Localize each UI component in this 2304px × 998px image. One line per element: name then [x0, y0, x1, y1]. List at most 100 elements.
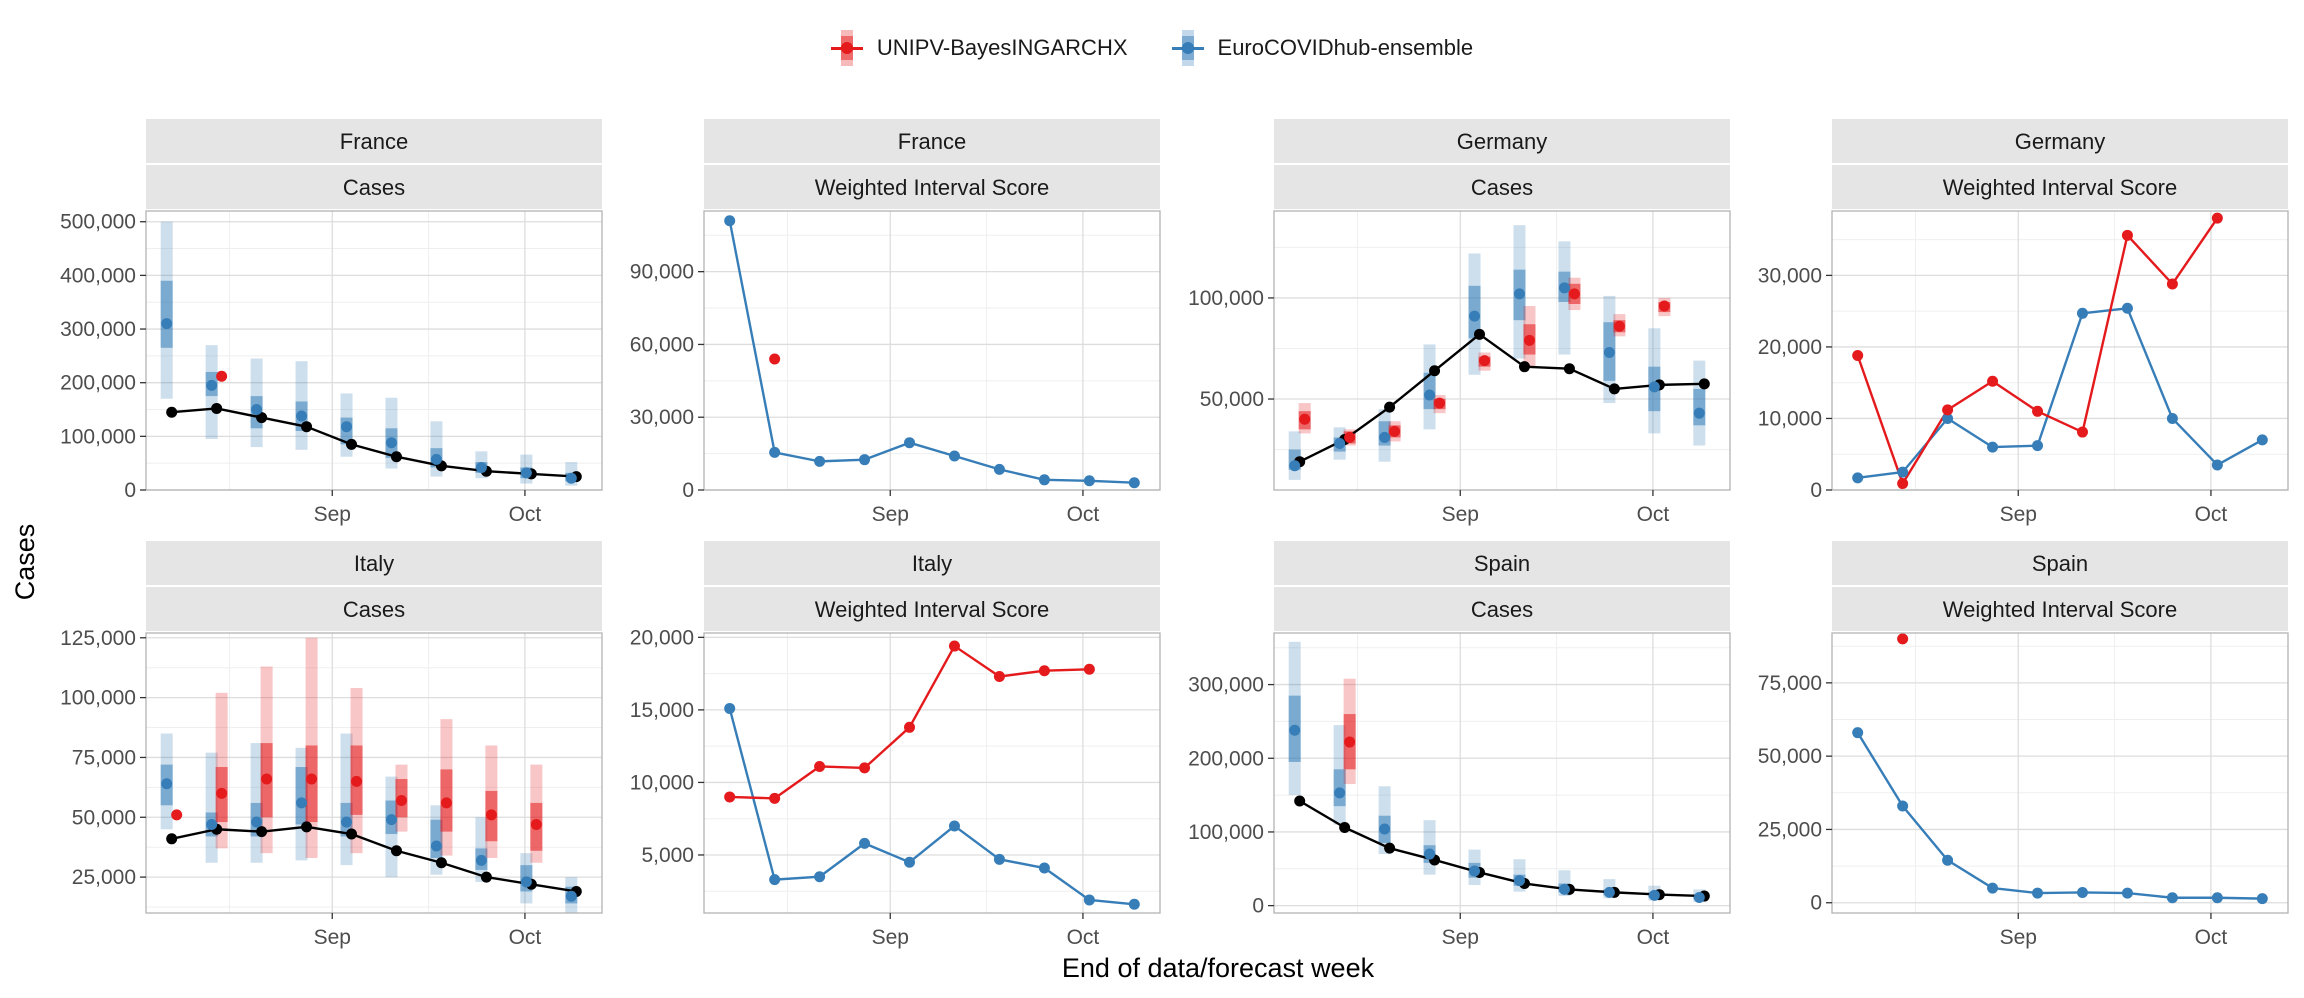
- observed-point: [390, 451, 402, 463]
- y-tick-label: 60,000: [630, 333, 694, 356]
- x-tick-label: Oct: [2195, 503, 2228, 526]
- unipv-median-point: [1434, 397, 1446, 409]
- unipv-point: [1852, 350, 1864, 362]
- y-tick-label: 100,000: [60, 687, 136, 710]
- ensemble-point: [904, 437, 916, 449]
- x-tick-label: Oct: [1067, 503, 1100, 526]
- ensemble-median-point: [161, 318, 173, 330]
- observed-point: [1698, 378, 1710, 390]
- ensemble-median-point: [1424, 848, 1436, 860]
- unipv-median-point: [306, 773, 318, 785]
- strip-country-label: Germany: [1457, 129, 1547, 154]
- y-tick-label: 0: [1252, 895, 1264, 918]
- ensemble-interval-inner: [1693, 388, 1706, 426]
- y-tick-label: 0: [1810, 892, 1822, 915]
- unipv-point: [2166, 278, 2178, 290]
- panel-border: [145, 632, 603, 914]
- ensemble-point: [2032, 440, 2044, 452]
- y-tick-label: 50,000: [1758, 745, 1822, 768]
- strip-country-bg: [146, 541, 602, 585]
- ensemble-point: [1038, 862, 1050, 874]
- ensemble-line: [728, 708, 1135, 906]
- y-tick-label: 20,000: [1758, 336, 1822, 359]
- observed-line: [171, 407, 577, 478]
- unipv-point: [859, 762, 871, 774]
- ensemble-point: [2166, 412, 2178, 424]
- facet-spain-wis: Spain Weighted Interval Score 0 25,000 50,00…: [1758, 541, 2289, 949]
- strip-target-label: Cases: [1471, 175, 1533, 200]
- ensemble-median-point: [1603, 347, 1615, 359]
- ensemble-median-point: [1424, 389, 1436, 401]
- ensemble-median-point: [475, 461, 487, 473]
- facet-italy-wis: Italy Weighted Interval Score 5,000 10,000 1…: [630, 541, 1161, 949]
- ensemble-median-point: [1469, 310, 1481, 322]
- unipv-median-point: [530, 818, 542, 830]
- strip-country-bg: [704, 541, 1160, 585]
- ensemble-line: [1856, 732, 2263, 900]
- x-tick-label: Sep: [314, 503, 351, 526]
- ensemble-line: [728, 220, 1135, 484]
- ensemble-median-point: [1558, 282, 1570, 294]
- strip-country-label: Spain: [2032, 551, 2088, 576]
- ensemble-median-point: [1334, 438, 1346, 449]
- y-tick-label: 400,000: [60, 264, 136, 287]
- panel-border: [1273, 210, 1731, 491]
- ensemble-median-point: [206, 379, 218, 391]
- ensemble-point: [2211, 459, 2223, 471]
- legend-key-unipv: [830, 28, 863, 68]
- unipv-median-point: [216, 787, 228, 799]
- x-axis-title: End of data/forecast week: [1062, 953, 1375, 983]
- strip-target-label: Weighted Interval Score: [1943, 597, 2177, 622]
- legend-key-ensemble: [1171, 28, 1204, 68]
- ensemble-median-point: [341, 421, 353, 433]
- unipv-point: [2032, 405, 2044, 417]
- ensemble-median-point: [296, 410, 308, 422]
- observed-point: [256, 826, 268, 838]
- unipv-point: [2076, 426, 2088, 438]
- unipv-median-point: [351, 775, 363, 787]
- ensemble-point: [993, 853, 1005, 865]
- y-tick-label: 500,000: [60, 211, 136, 234]
- unipv-median-point: [171, 809, 183, 821]
- ensemble-median-point: [1379, 431, 1391, 443]
- ensemble-median-point: [1648, 381, 1660, 393]
- ensemble-median-point: [1513, 875, 1525, 887]
- observed-point: [211, 402, 223, 414]
- facet-italy-cases: Italy Cases 25,000 50,000 75,000 100,000 125,0…: [60, 541, 603, 949]
- panel-border: [1831, 632, 2289, 914]
- ensemble-median-point: [520, 876, 532, 888]
- unipv-point: [814, 760, 826, 772]
- ensemble-point: [2121, 302, 2133, 314]
- observed-line: [1299, 799, 1705, 898]
- strip-country-label: France: [340, 129, 408, 154]
- unipv-median-point: [485, 809, 497, 821]
- facet-germany-cases: Germany Cases 50,000 100,000 Sep Oct: [1188, 119, 1731, 526]
- ensemble-point: [814, 455, 826, 467]
- panel-border: [703, 210, 1161, 491]
- y-tick-label: 125,000: [60, 627, 136, 650]
- ensemble-point: [1897, 800, 1909, 812]
- unipv-point: [2211, 212, 2223, 224]
- strip-country-bg: [1274, 541, 1730, 585]
- unipv-point: [1942, 404, 1954, 416]
- y-tick-label: 100,000: [1188, 821, 1264, 844]
- strip-target-bg: [704, 165, 1160, 209]
- observed-point: [1563, 363, 1575, 375]
- ensemble-point: [1942, 854, 1954, 866]
- unipv-median-point: [216, 370, 228, 382]
- y-tick-label: 5,000: [641, 844, 694, 867]
- ensemble-point: [948, 450, 960, 462]
- ensemble-point: [1083, 894, 1095, 906]
- ensemble-median-point: [430, 453, 442, 465]
- unipv-point: [993, 671, 1005, 683]
- strip-target-bg: [1274, 165, 1730, 209]
- ensemble-median-point: [251, 404, 263, 416]
- ensemble-median-point: [385, 437, 397, 449]
- ensemble-median-point: [430, 840, 442, 852]
- unipv-median-point: [1389, 425, 1401, 437]
- x-tick-label: Sep: [1442, 926, 1479, 949]
- ensemble-point: [993, 463, 1005, 475]
- x-tick-label: Sep: [872, 503, 909, 526]
- y-tick-label: 30,000: [630, 406, 694, 429]
